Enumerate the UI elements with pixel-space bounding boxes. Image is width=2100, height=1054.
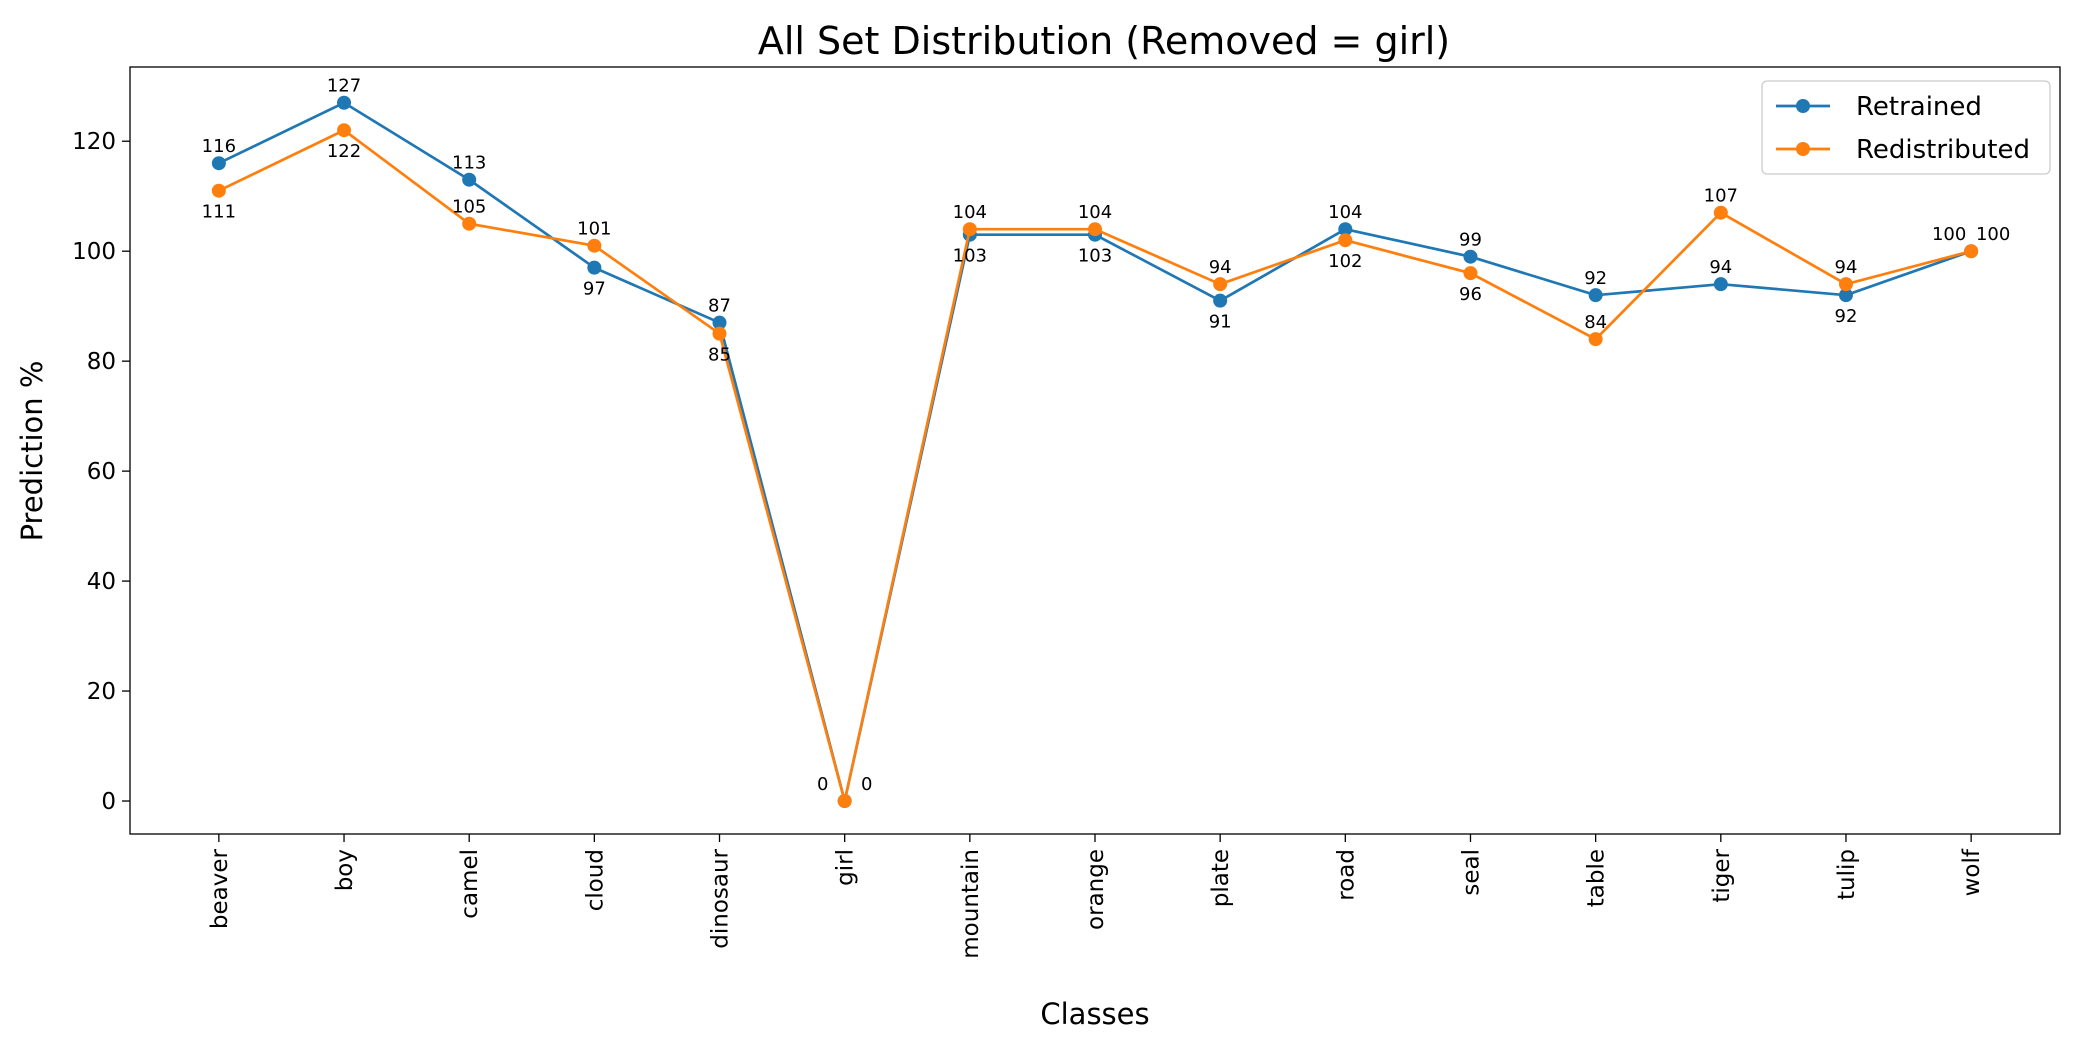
x-tick-label: cloud bbox=[582, 849, 608, 911]
data-point bbox=[211, 156, 226, 171]
x-tick-label: table bbox=[1584, 849, 1610, 907]
data-label: 100 bbox=[1932, 224, 1966, 245]
data-label: 101 bbox=[577, 219, 611, 240]
x-tick-label: tulip bbox=[1834, 849, 1860, 900]
data-label: 102 bbox=[1328, 251, 1362, 272]
data-point bbox=[337, 123, 352, 138]
x-tick-label: boy bbox=[332, 849, 358, 891]
data-label: 97 bbox=[583, 279, 606, 300]
data-label: 122 bbox=[327, 141, 361, 162]
data-point bbox=[462, 216, 477, 231]
x-tick-label: wolf bbox=[1959, 848, 1985, 896]
data-label: 94 bbox=[1709, 257, 1732, 278]
x-tick-label: mountain bbox=[958, 849, 984, 959]
data-label: 100 bbox=[1976, 224, 2010, 245]
x-tick-label: girl bbox=[833, 849, 859, 886]
data-label: 0 bbox=[861, 774, 872, 795]
legend-marker bbox=[1796, 99, 1810, 113]
data-point bbox=[1838, 277, 1853, 292]
data-label: 96 bbox=[1459, 284, 1482, 305]
x-tick-label: road bbox=[1333, 849, 1359, 901]
data-point bbox=[1838, 288, 1853, 303]
data-label: 0 bbox=[817, 774, 828, 795]
y-tick-label: 60 bbox=[87, 459, 116, 485]
data-label: 94 bbox=[1835, 257, 1858, 278]
data-label: 111 bbox=[202, 202, 236, 223]
legend-label-retrained: Retrained bbox=[1856, 92, 1982, 122]
data-point bbox=[712, 315, 727, 330]
x-tick-label: orange bbox=[1083, 849, 1109, 930]
data-point bbox=[1463, 266, 1478, 281]
data-point bbox=[1338, 233, 1353, 248]
x-tick-label: beaver bbox=[207, 848, 233, 929]
data-label: 104 bbox=[1078, 202, 1112, 223]
y-tick-label: 100 bbox=[72, 239, 116, 265]
data-point bbox=[337, 95, 352, 110]
data-point bbox=[1588, 332, 1603, 347]
data-label: 105 bbox=[452, 197, 486, 218]
data-label: 113 bbox=[452, 153, 486, 174]
data-label: 94 bbox=[1209, 257, 1232, 278]
chart-title: All Set Distribution (Removed = girl) bbox=[758, 19, 1450, 63]
data-point bbox=[962, 222, 977, 237]
data-point bbox=[1713, 205, 1728, 220]
y-tick-label: 120 bbox=[72, 129, 116, 155]
data-point bbox=[1964, 244, 1979, 259]
y-axis-label: Prediction % bbox=[15, 361, 49, 542]
data-point bbox=[1463, 249, 1478, 264]
data-label: 85 bbox=[708, 345, 731, 366]
data-label: 127 bbox=[327, 76, 361, 97]
y-tick-label: 0 bbox=[101, 789, 116, 815]
data-label: 116 bbox=[202, 136, 236, 157]
data-point bbox=[1213, 277, 1228, 292]
data-label: 91 bbox=[1209, 312, 1232, 333]
data-label: 84 bbox=[1584, 312, 1607, 333]
data-point bbox=[1588, 288, 1603, 303]
data-point bbox=[587, 238, 602, 253]
axes-frame bbox=[129, 66, 2061, 835]
data-point bbox=[1713, 277, 1728, 292]
x-tick-label: dinosaur bbox=[708, 848, 734, 948]
data-point bbox=[587, 260, 602, 275]
data-point bbox=[837, 794, 852, 809]
data-point bbox=[211, 183, 226, 198]
data-label: 92 bbox=[1584, 268, 1607, 289]
x-tick-label: tiger bbox=[1709, 848, 1735, 902]
data-label: 87 bbox=[708, 296, 731, 317]
legend-box bbox=[1761, 80, 2051, 175]
data-label: 103 bbox=[953, 246, 987, 267]
x-tick-label: camel bbox=[457, 849, 483, 919]
data-label: 103 bbox=[1078, 246, 1112, 267]
data-point bbox=[462, 172, 477, 187]
y-tick-label: 40 bbox=[87, 569, 116, 595]
data-point bbox=[1338, 222, 1353, 237]
data-label: 104 bbox=[953, 202, 987, 223]
x-tick-label: plate bbox=[1208, 849, 1234, 907]
x-axis-label: Classes bbox=[1040, 997, 1149, 1031]
data-point bbox=[1088, 222, 1102, 237]
data-label: 99 bbox=[1459, 230, 1482, 251]
legend: Retrained Redistributed bbox=[1761, 80, 2051, 175]
legend-marker bbox=[1796, 142, 1810, 156]
data-label: 107 bbox=[1704, 186, 1738, 207]
y-tick-label: 80 bbox=[87, 349, 116, 375]
data-label: 92 bbox=[1835, 306, 1858, 327]
data-label: 104 bbox=[1328, 202, 1362, 223]
data-point bbox=[712, 326, 727, 341]
x-tick-label: seal bbox=[1458, 849, 1484, 896]
legend-label-redistributed: Redistributed bbox=[1856, 135, 2030, 165]
y-tick-label: 20 bbox=[87, 679, 116, 705]
data-point bbox=[1213, 293, 1228, 308]
